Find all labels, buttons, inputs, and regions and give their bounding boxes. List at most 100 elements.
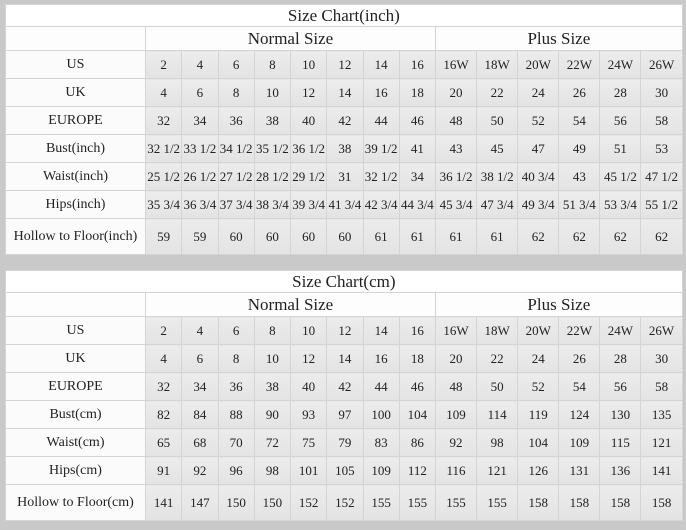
row-label: Waist(cm) <box>5 428 146 457</box>
table-row: Hollow to Floor(cm) 141 147 150 150 152 152 155… <box>5 484 683 521</box>
table-cell: 155 <box>398 484 437 521</box>
chart-title: Size Chart(inch) <box>5 4 683 27</box>
table-cell: 24W <box>599 316 642 345</box>
table-cell: 45 <box>476 134 519 163</box>
table-cell: 155 <box>434 484 478 521</box>
table-cell: 30 <box>640 78 683 107</box>
row-label: Hips(cm) <box>5 456 146 485</box>
table-cell: 40 <box>289 106 328 135</box>
table-cell: 31 <box>326 162 364 191</box>
table-cell: 18 <box>398 78 437 107</box>
table-cell: 50 <box>476 372 519 401</box>
table-cell: 61 <box>434 218 478 255</box>
table-cell: 8 <box>217 78 255 107</box>
table-cell: 38 3/4 <box>253 190 292 219</box>
table-row: Bust(cm) 82 84 88 90 93 97 100 104 109 114 119 124 13… <box>5 400 683 429</box>
table-cell: 18W <box>476 50 519 79</box>
table-cell: 18W <box>476 316 519 345</box>
table-cell: 101 <box>289 456 328 485</box>
table-cell: 38 1/2 <box>476 162 519 191</box>
table-cell: 90 <box>253 400 292 429</box>
table-cell: 34 <box>181 106 219 135</box>
table-cell: 97 <box>326 400 364 429</box>
table-row: EUROPE 32 34 36 38 40 42 44 46 48 50 52 54 56 58 <box>5 372 683 401</box>
row-label: UK <box>5 78 146 107</box>
table-cell: 14 <box>362 50 400 79</box>
table-cell: 136 <box>599 456 642 485</box>
table-cell: 56 <box>599 106 642 135</box>
table-cell: 32 1/2 <box>144 134 183 163</box>
table-cell: 22W <box>558 316 601 345</box>
table-cell: 47 3/4 <box>476 190 519 219</box>
table-cell: 91 <box>144 456 183 485</box>
row-label: US <box>5 50 146 79</box>
row-label: Hollow to Floor(inch) <box>5 218 146 255</box>
table-cell: 52 <box>517 106 560 135</box>
table-cell: 82 <box>144 400 183 429</box>
table-cell: 56 <box>599 372 642 401</box>
table-cell: 38 <box>253 106 292 135</box>
table-cell: 121 <box>640 428 683 457</box>
table-cell: 36 3/4 <box>181 190 219 219</box>
size-chart-cm: Size Chart(cm) Normal Size Plus Size US 2 4 6 8… <box>5 270 683 521</box>
table-cell: 24W <box>599 50 642 79</box>
table-cell: 39 3/4 <box>289 190 328 219</box>
table-cell: 61 <box>476 218 519 255</box>
table-cell: 59 <box>181 218 219 255</box>
table-cell: 55 1/2 <box>640 190 683 219</box>
table-cell: 22 <box>476 344 519 373</box>
table-row: EUROPE 32 34 36 38 40 42 44 46 48 50 52 54 56 58 <box>5 106 683 135</box>
table-cell: 10 <box>253 78 292 107</box>
table-cell: 109 <box>558 428 601 457</box>
table-cell: 24 <box>517 78 560 107</box>
table-cell: 22 <box>476 78 519 107</box>
table-cell: 12 <box>326 50 364 79</box>
table-cell: 32 <box>144 106 183 135</box>
table-row: Hollow to Floor(inch) 59 59 60 60 60 60 61 61 61 6… <box>5 218 683 255</box>
table-cell: 53 3/4 <box>599 190 642 219</box>
table-cell: 28 1/2 <box>253 162 292 191</box>
table-cell: 47 1/2 <box>640 162 683 191</box>
table-cell: 49 <box>558 134 601 163</box>
table-cell: 92 <box>181 456 219 485</box>
table-cell: 158 <box>599 484 642 521</box>
table-cell: 96 <box>217 456 255 485</box>
table-cell: 44 3/4 <box>398 190 437 219</box>
group-header-plus: Plus Size <box>435 292 683 317</box>
table-cell: 2 <box>144 50 183 79</box>
table-cell: 18 <box>398 344 437 373</box>
table-cell: 6 <box>181 78 219 107</box>
table-cell: 6 <box>217 50 255 79</box>
table-cell: 100 <box>362 400 400 429</box>
table-cell: 10 <box>289 316 328 345</box>
table-cell: 45 1/2 <box>599 162 642 191</box>
table-cell: 158 <box>517 484 560 521</box>
table-cell: 93 <box>289 400 328 429</box>
table-cell: 152 <box>326 484 364 521</box>
table-cell: 155 <box>476 484 519 521</box>
table-cell: 10 <box>289 50 328 79</box>
table-row: Waist(inch) 25 1/2 26 1/2 27 1/2 28 1/2 29 1/… <box>5 162 683 191</box>
table-cell: 12 <box>289 78 328 107</box>
table-cell: 26 <box>558 344 601 373</box>
table-cell: 65 <box>144 428 183 457</box>
table-cell: 8 <box>253 316 292 345</box>
table-cell: 34 1/2 <box>217 134 255 163</box>
table-cell: 43 <box>434 134 478 163</box>
table-cell: 8 <box>253 50 292 79</box>
table-cell: 47 <box>517 134 560 163</box>
table-cell: 39 1/2 <box>362 134 400 163</box>
table-cell: 6 <box>217 316 255 345</box>
table-cell: 38 <box>326 134 364 163</box>
table-cell: 147 <box>181 484 219 521</box>
table-cell: 26W <box>640 316 683 345</box>
table-cell: 20 <box>434 344 478 373</box>
table-cell: 88 <box>217 400 255 429</box>
chart-title: Size Chart(cm) <box>5 270 683 293</box>
table-cell: 46 <box>398 372 437 401</box>
table-cell: 141 <box>144 484 183 521</box>
table-cell: 16 <box>398 316 437 345</box>
group-header-row: Normal Size Plus Size <box>5 26 683 51</box>
table-cell: 29 1/2 <box>289 162 328 191</box>
table-cell: 109 <box>434 400 478 429</box>
